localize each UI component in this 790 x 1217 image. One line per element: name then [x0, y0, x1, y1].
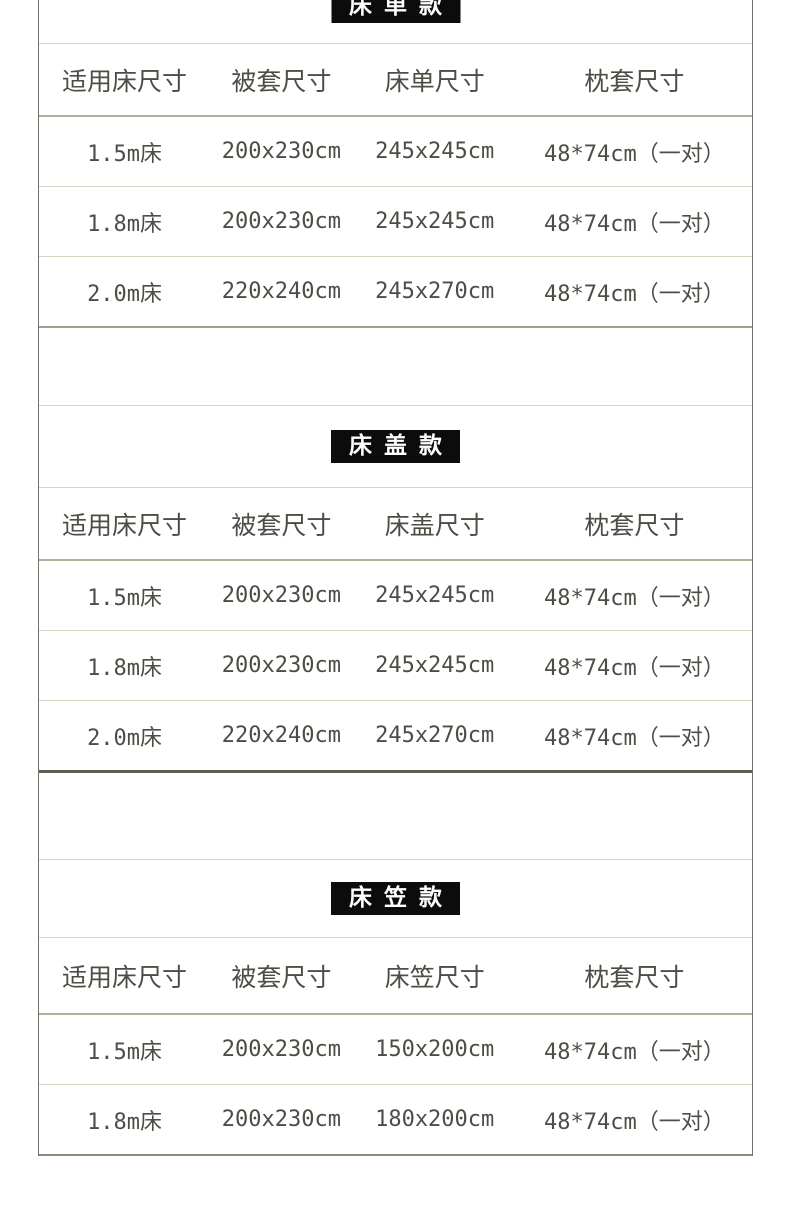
- size-cell: 245x245cm: [375, 139, 495, 164]
- column-header: 适用床尺寸: [62, 66, 188, 96]
- section-bed-cover: 床盖款 适用床尺寸 被套尺寸 床盖尺寸 枕套尺寸 1.5m床 200x230cm 245x2…: [39, 406, 752, 860]
- size-cell: 245x270cm: [375, 279, 495, 304]
- size-cell: 48*74cm（一对）: [543, 1109, 725, 1135]
- section-title-chip: 床单款: [331, 0, 460, 23]
- section-title-band: 床笠款: [39, 860, 752, 938]
- table-row: 1.8m床 200x230cm 245x245cm 48*74cm（一对）: [39, 187, 752, 257]
- column-header: 枕套尺寸: [584, 962, 685, 992]
- size-cell: 1.8m床: [87, 211, 163, 237]
- table-row: 2.0m床 220x240cm 245x270cm 48*74cm（一对）: [39, 257, 752, 328]
- column-header: 适用床尺寸: [62, 510, 188, 540]
- size-cell: 150x200cm: [375, 1037, 495, 1062]
- size-cell: 245x245cm: [375, 653, 495, 678]
- size-cell: 48*74cm（一对）: [543, 585, 725, 611]
- column-header: 床笠尺寸: [384, 962, 485, 992]
- size-cell: 48*74cm（一对）: [543, 211, 725, 237]
- size-table-bed-sheet: 适用床尺寸 被套尺寸 床单尺寸 枕套尺寸 1.5m床 200x230cm 245x245cm…: [39, 44, 752, 328]
- size-cell: 1.8m床: [87, 655, 163, 681]
- size-cell: 48*74cm（一对）: [543, 725, 725, 751]
- header-row: 适用床尺寸 被套尺寸 床单尺寸 枕套尺寸: [39, 44, 752, 116]
- size-cell: 220x240cm: [221, 723, 342, 748]
- size-cell: 1.5m床: [87, 585, 163, 611]
- size-cell: 1.5m床: [87, 1039, 163, 1065]
- size-cell: 1.8m床: [87, 1109, 163, 1135]
- size-cell: 1.5m床: [87, 141, 163, 167]
- table-row: 1.8m床 200x230cm 180x200cm 48*74cm（一对）: [39, 1085, 752, 1156]
- size-cell: 245x245cm: [375, 209, 495, 234]
- section-spacer: [39, 328, 752, 406]
- table-row: 1.5m床 200x230cm 245x245cm 48*74cm（一对）: [39, 560, 752, 631]
- size-cell: 200x230cm: [221, 583, 342, 608]
- table-row: 1.8m床 200x230cm 245x245cm 48*74cm（一对）: [39, 631, 752, 701]
- table-row: 1.5m床 200x230cm 150x200cm 48*74cm（一对）: [39, 1014, 752, 1085]
- column-header: 适用床尺寸: [62, 962, 188, 992]
- section-title-chip: 床笠款: [331, 882, 460, 915]
- column-header: 被套尺寸: [231, 962, 332, 992]
- size-cell: 200x230cm: [221, 1037, 342, 1062]
- size-cell: 48*74cm（一对）: [543, 141, 725, 167]
- size-cell: 48*74cm（一对）: [543, 1039, 725, 1065]
- size-cell: 48*74cm（一对）: [543, 281, 725, 307]
- size-cell: 200x230cm: [221, 653, 342, 678]
- table-row: 1.5m床 200x230cm 245x245cm 48*74cm（一对）: [39, 116, 752, 187]
- section-spacer: [39, 773, 752, 860]
- size-cell: 200x230cm: [221, 1107, 342, 1132]
- column-header: 床盖尺寸: [384, 510, 485, 540]
- size-cell: 2.0m床: [87, 725, 163, 751]
- size-cell: 200x230cm: [221, 139, 342, 164]
- size-table-bed-cover: 适用床尺寸 被套尺寸 床盖尺寸 枕套尺寸 1.5m床 200x230cm 245x245cm…: [39, 488, 752, 773]
- section-title-chip: 床盖款: [331, 430, 460, 463]
- size-table-fitted-sheet: 适用床尺寸 被套尺寸 床笠尺寸 枕套尺寸 1.5m床 200x230cm 150x200cm…: [39, 938, 752, 1156]
- section-title-band: 床单款: [39, 0, 752, 44]
- size-cell: 200x230cm: [221, 209, 342, 234]
- column-header: 被套尺寸: [231, 510, 332, 540]
- table-row: 2.0m床 220x240cm 245x270cm 48*74cm（一对）: [39, 701, 752, 772]
- size-cell: 220x240cm: [221, 279, 342, 304]
- section-title-band: 床盖款: [39, 406, 752, 488]
- header-row: 适用床尺寸 被套尺寸 床笠尺寸 枕套尺寸: [39, 938, 752, 1014]
- size-cell: 2.0m床: [87, 281, 163, 307]
- section-bed-sheet: 床单款 适用床尺寸 被套尺寸 床单尺寸 枕套尺寸 1.5m床 200x230cm 245x2…: [39, 0, 752, 406]
- size-chart-frame: 床单款 适用床尺寸 被套尺寸 床单尺寸 枕套尺寸 1.5m床 200x230cm 245x2…: [38, 0, 753, 1156]
- column-header: 床单尺寸: [384, 66, 485, 96]
- size-cell: 180x200cm: [375, 1107, 495, 1132]
- size-cell: 245x270cm: [375, 723, 495, 748]
- column-header: 枕套尺寸: [584, 66, 685, 96]
- column-header: 枕套尺寸: [584, 510, 685, 540]
- size-cell: 245x245cm: [375, 583, 495, 608]
- size-cell: 48*74cm（一对）: [543, 655, 725, 681]
- header-row: 适用床尺寸 被套尺寸 床盖尺寸 枕套尺寸: [39, 488, 752, 560]
- section-fitted-sheet: 床笠款 适用床尺寸 被套尺寸 床笠尺寸 枕套尺寸 1.5m床 200x230cm 150x2…: [39, 860, 752, 1156]
- column-header: 被套尺寸: [231, 66, 332, 96]
